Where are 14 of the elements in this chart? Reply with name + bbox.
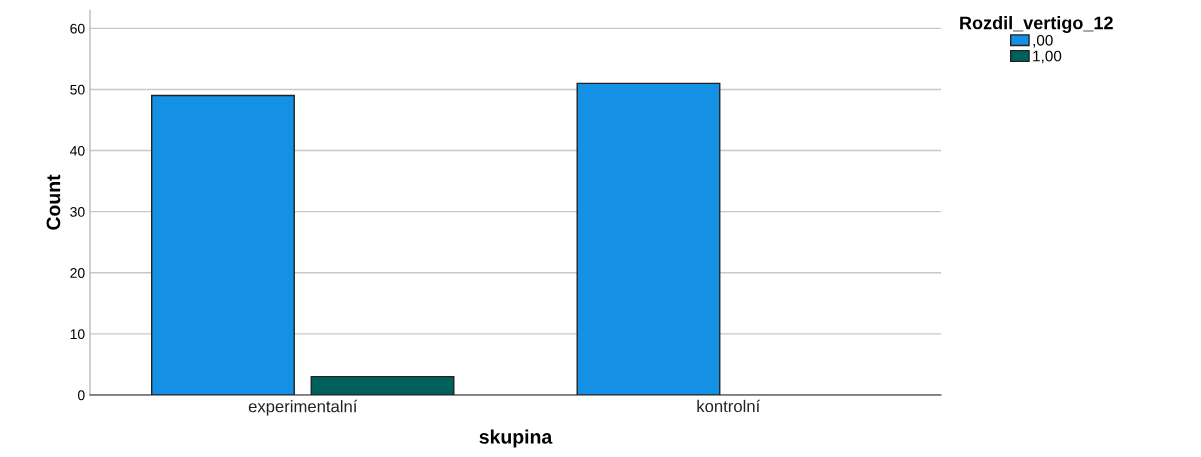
y-tick-label: 30	[70, 207, 85, 217]
legend-label: ,00	[1033, 34, 1053, 48]
x-tick-label: experimentalní	[248, 399, 358, 416]
y-tick-label: 50	[70, 84, 85, 95]
y-tick-label: 20	[70, 268, 85, 278]
y-axis-title: Count	[46, 174, 61, 230]
y-tick-label: 40	[70, 145, 85, 156]
y-tick-label: 60	[70, 23, 85, 34]
legend-title: Rozdil_vertigo_12	[960, 16, 1113, 33]
y-tick-label: 0	[77, 390, 85, 401]
x-axis-title: skupina	[479, 429, 553, 448]
x-tick-label: kontrolní	[697, 399, 761, 413]
y-tick-label: 10	[70, 329, 85, 340]
legend-label: 1,00	[1033, 50, 1062, 64]
